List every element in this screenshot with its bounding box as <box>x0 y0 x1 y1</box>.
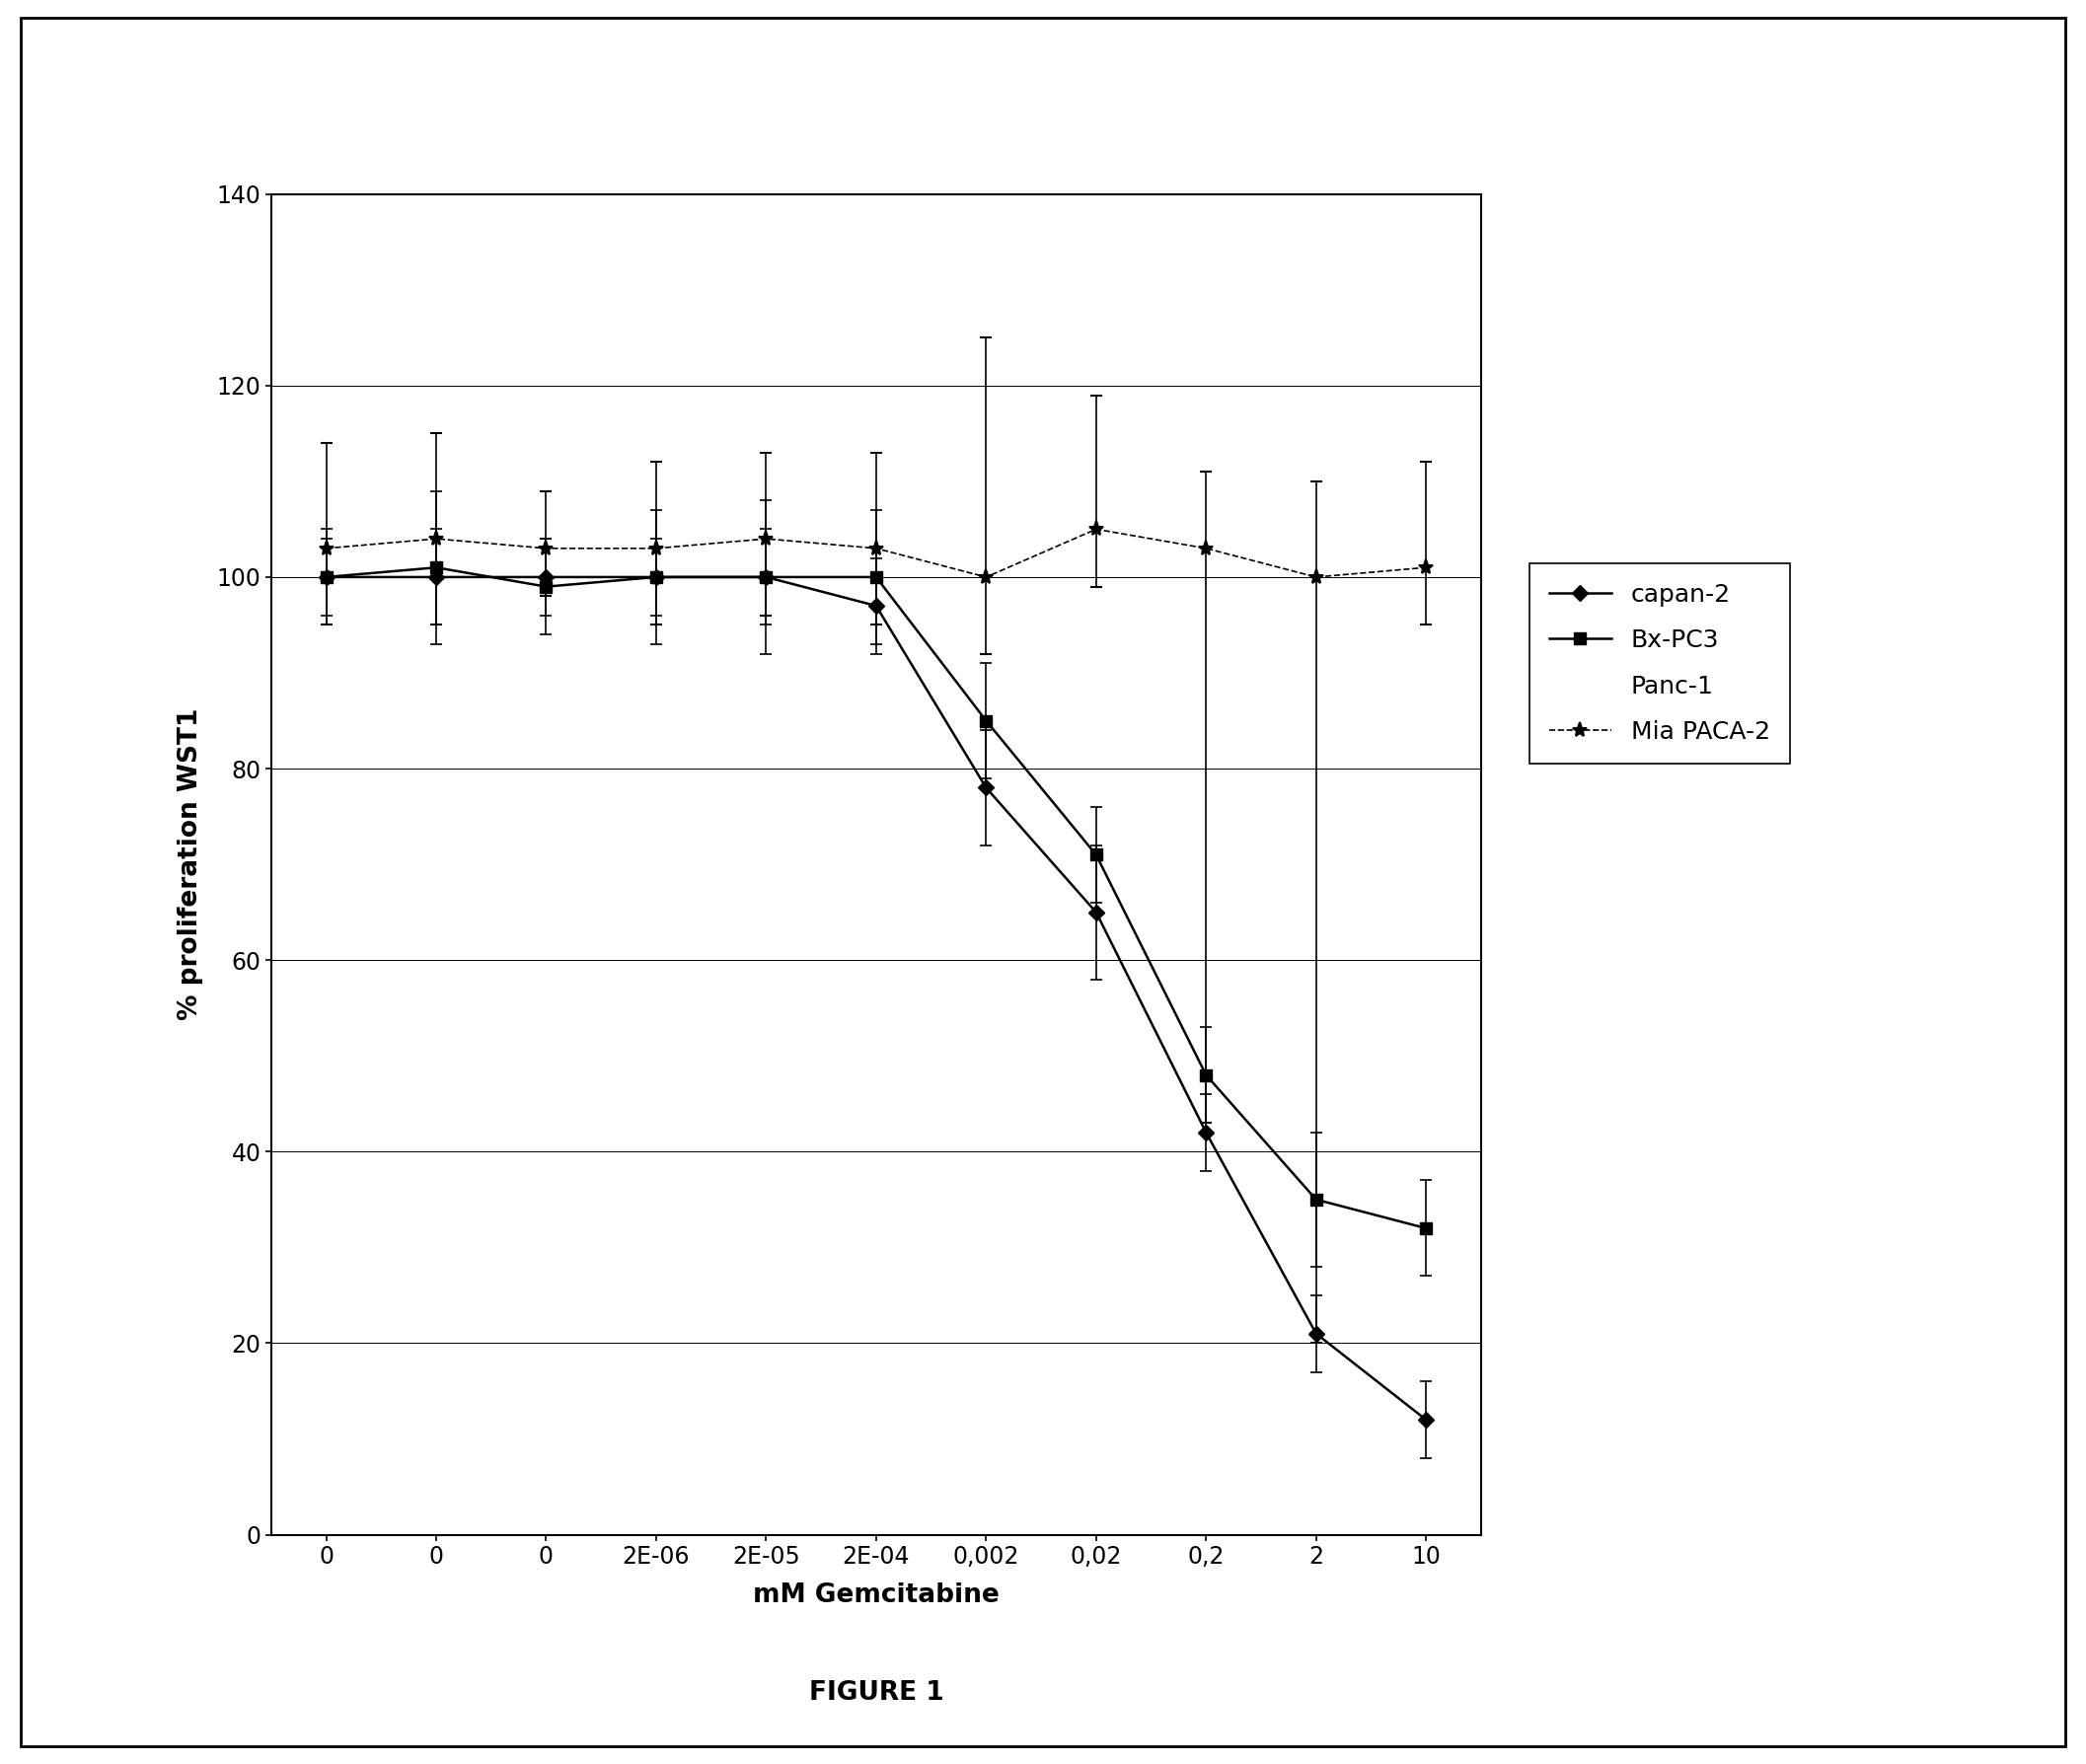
X-axis label: mM Gemcitabine: mM Gemcitabine <box>753 1582 999 1609</box>
Legend: capan-2, Bx-PC3, Panc-1, Mia PACA-2: capan-2, Bx-PC3, Panc-1, Mia PACA-2 <box>1529 563 1790 764</box>
Text: FIGURE 1: FIGURE 1 <box>809 1681 943 1706</box>
Y-axis label: % proliferation WST1: % proliferation WST1 <box>177 707 202 1021</box>
